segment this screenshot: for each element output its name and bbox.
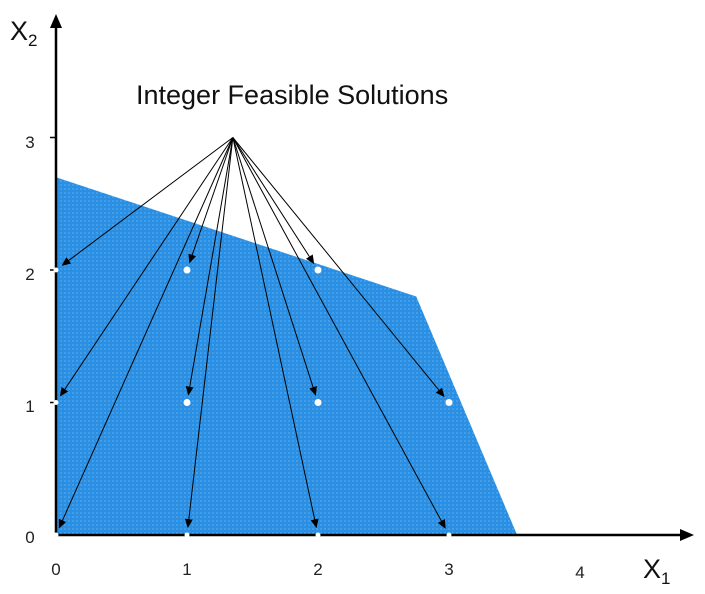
- y-tick-label-2: 2: [25, 265, 34, 284]
- y-axis-arrowhead: [50, 14, 62, 28]
- arrow-to-point-2-2: [232, 137, 315, 265]
- pointer-arrows: [58, 137, 446, 529]
- arrow-to-point-3-0: [232, 137, 446, 529]
- integer-point-0-0: [53, 532, 59, 538]
- x-tick-label-2: 2: [313, 560, 322, 579]
- integer-point-2-1: [314, 399, 322, 406]
- arrow-to-point-0-2: [61, 137, 234, 266]
- arrow-to-point-2-0: [232, 137, 319, 529]
- integer-point-1-1: [183, 399, 191, 406]
- integer-point-2-2: [314, 266, 322, 274]
- arrow-to-point-3-1: [232, 137, 445, 398]
- integer-point-0-1: [53, 400, 59, 405]
- feasible-region: [56, 177, 518, 535]
- x-tick-label-3: 3: [444, 560, 453, 579]
- x-axis-arrowhead: [680, 529, 694, 541]
- x-tick-label-0: 0: [51, 560, 60, 579]
- arrow-to-point-1-0: [184, 137, 234, 529]
- integer-point-1-0: [184, 532, 190, 538]
- x-axis-label: X1: [643, 554, 670, 588]
- diagram-title: Integer Feasible Solutions: [136, 80, 448, 110]
- integer-point-2-0: [315, 532, 321, 538]
- integer-points: [53, 266, 453, 538]
- arrow-to-point-1-2: [188, 137, 234, 264]
- y-tick-label-3: 3: [25, 133, 34, 152]
- y-tick-label-1: 1: [25, 397, 34, 416]
- arrow-to-point-2-1: [232, 137, 317, 396]
- integer-point-0-2: [53, 267, 59, 273]
- y-axis-label: X2: [10, 16, 37, 50]
- arrow-to-point-0-0: [58, 137, 234, 529]
- x-tick-label-1: 1: [182, 560, 191, 579]
- x-tick-label-4: 4: [575, 563, 584, 582]
- integer-point-3-1: [445, 399, 453, 406]
- integer-point-1-2: [183, 266, 191, 274]
- arrow-to-point-1-1: [185, 137, 234, 396]
- arrow-to-point-0-1: [59, 137, 234, 397]
- y-tick-label-0: 0: [25, 528, 34, 547]
- integer-point-3-0: [446, 532, 452, 538]
